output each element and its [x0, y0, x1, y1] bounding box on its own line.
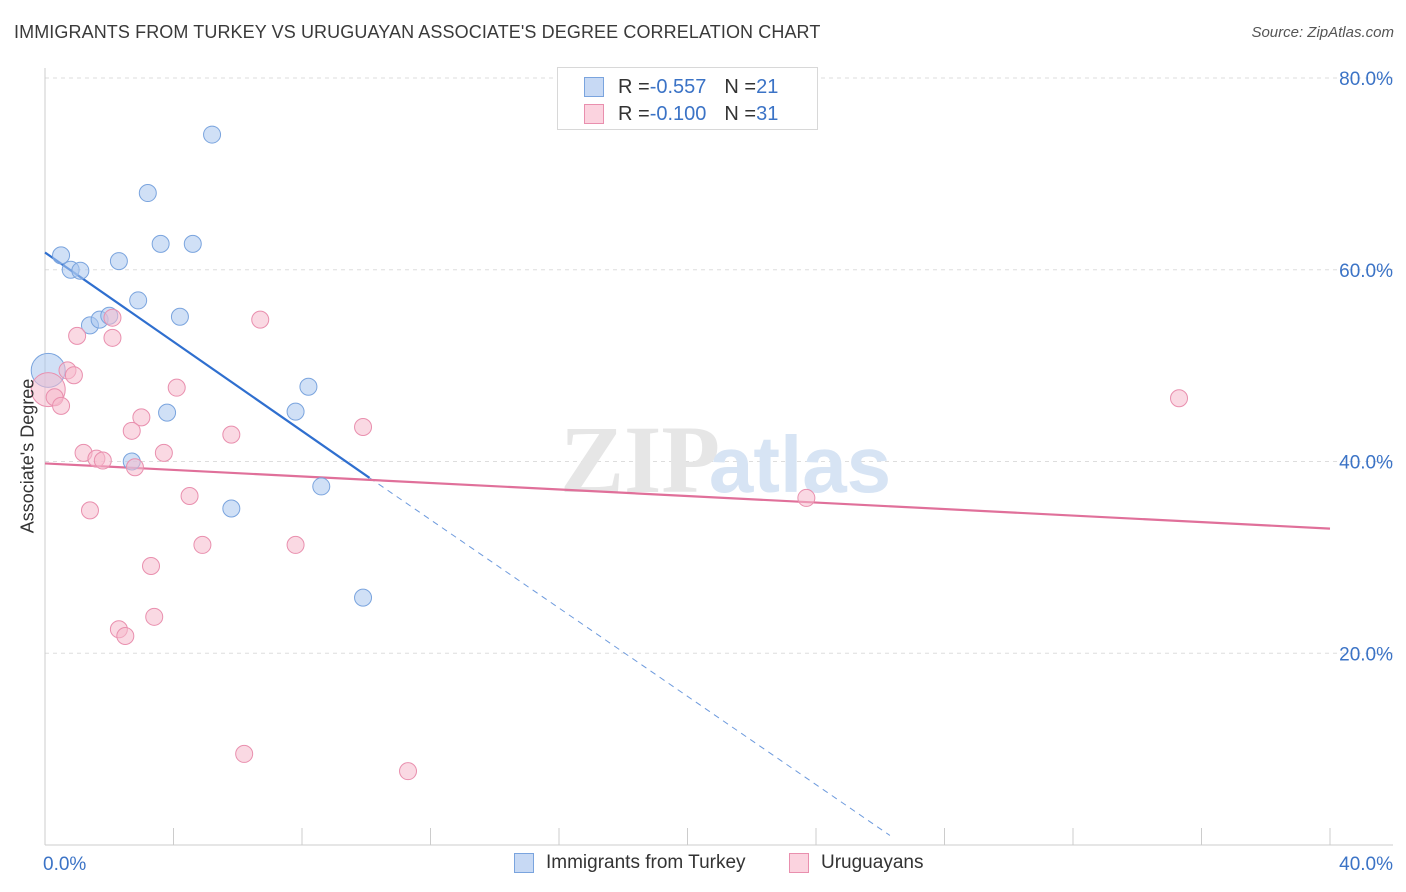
turkey-point — [129, 291, 148, 310]
turkey-point — [299, 377, 318, 396]
uruguayan-point — [167, 378, 186, 397]
watermark-zip: ZIP — [560, 406, 720, 513]
uruguayan-point — [68, 326, 87, 345]
turkey-point — [109, 252, 128, 271]
data-points — [30, 125, 1189, 781]
bottom-legend-swatch-uruguayans — [789, 853, 809, 873]
x-tick-label: 0.0% — [43, 854, 86, 875]
gridlines — [45, 77, 1393, 654]
bottom-legend-label-uruguayans: Uruguayans — [821, 852, 924, 873]
turkey-point — [151, 234, 170, 253]
uruguayan-point — [286, 535, 305, 554]
uruguayan-point — [235, 744, 254, 763]
trend-lines — [44, 251, 1331, 836]
y-tick-label: 80.0% — [1339, 69, 1393, 90]
y-tick-label: 40.0% — [1339, 453, 1393, 474]
uruguayan-point — [64, 366, 83, 385]
uruguayan-point — [145, 607, 164, 626]
uruguayan-point — [797, 488, 816, 507]
turkey-point — [52, 246, 71, 265]
turkey-point — [312, 477, 331, 496]
uruguayan-point — [103, 308, 122, 327]
uruguayan-point — [80, 501, 99, 520]
legend-r-value: -0.100 — [649, 102, 707, 125]
watermark: ZIP atlas — [560, 406, 891, 513]
uruguayan-point — [122, 421, 141, 440]
uruguayan-point — [154, 443, 173, 462]
bottom-legend-swatch-turkey — [514, 853, 534, 873]
uruguayan-trend-line — [44, 462, 1331, 530]
stats-legend: R = -0.557 N = 21 R = -0.100 N = 31 — [557, 67, 818, 130]
tick-labels: 20.0% 40.0% 60.0% 80.0% 0.0% 40.0% — [43, 69, 1393, 875]
bottom-legend-uruguayans: Uruguayans — [789, 852, 923, 874]
turkey-point — [354, 588, 373, 607]
uruguayan-point — [354, 417, 373, 436]
turkey-point — [170, 307, 189, 326]
uruguayan-point — [180, 487, 199, 506]
turkey-point — [138, 184, 157, 203]
bottom-legend-turkey: Immigrants from Turkey — [514, 852, 746, 874]
source-label: Source: ZipAtlas.com — [1251, 24, 1394, 41]
x-tick-label: 40.0% — [1339, 854, 1393, 875]
legend-n-value: 31 — [756, 102, 779, 125]
turkey-trend-extension — [369, 477, 891, 836]
uruguayan-point — [52, 396, 71, 415]
turkey-point — [183, 234, 202, 253]
turkey-point — [222, 499, 241, 518]
legend-row-uruguayans: R = -0.100 N = 31 — [584, 102, 778, 126]
legend-r-value: -0.557 — [649, 75, 707, 98]
legend-swatch-uruguayans — [584, 104, 604, 124]
uruguayan-point — [399, 762, 418, 781]
turkey-trend-line — [44, 251, 371, 479]
uruguayan-point — [193, 535, 212, 554]
legend-r-label: R = — [618, 102, 650, 125]
legend-n-label: N = — [724, 102, 757, 125]
uruguayan-point — [132, 408, 151, 427]
uruguayan-point — [93, 451, 112, 470]
legend-r-label: R = — [618, 75, 650, 98]
uruguayan-point — [103, 328, 122, 347]
turkey-point — [203, 125, 222, 144]
uruguayan-point — [1170, 389, 1189, 408]
turkey-point — [71, 261, 90, 280]
y-tick-label: 60.0% — [1339, 261, 1393, 282]
turkey-point — [158, 403, 177, 422]
uruguayan-point — [125, 458, 144, 477]
turkey-point — [286, 402, 305, 421]
uruguayan-point — [222, 425, 241, 444]
uruguayan-point — [251, 310, 270, 329]
legend-n-value: 21 — [756, 75, 779, 98]
legend-row-turkey: R = -0.557 N = 21 — [584, 75, 778, 99]
uruguayan-point — [142, 557, 161, 576]
axes — [44, 68, 1393, 846]
legend-n-label: N = — [724, 75, 757, 98]
legend-swatch-turkey — [584, 77, 604, 97]
y-axis-label: Associate's Degree — [17, 378, 38, 534]
y-tick-label: 20.0% — [1339, 644, 1393, 665]
chart-title: IMMIGRANTS FROM TURKEY VS URUGUAYAN ASSO… — [14, 22, 821, 42]
uruguayan-point — [116, 626, 135, 645]
bottom-legend-label-turkey: Immigrants from Turkey — [546, 852, 746, 873]
